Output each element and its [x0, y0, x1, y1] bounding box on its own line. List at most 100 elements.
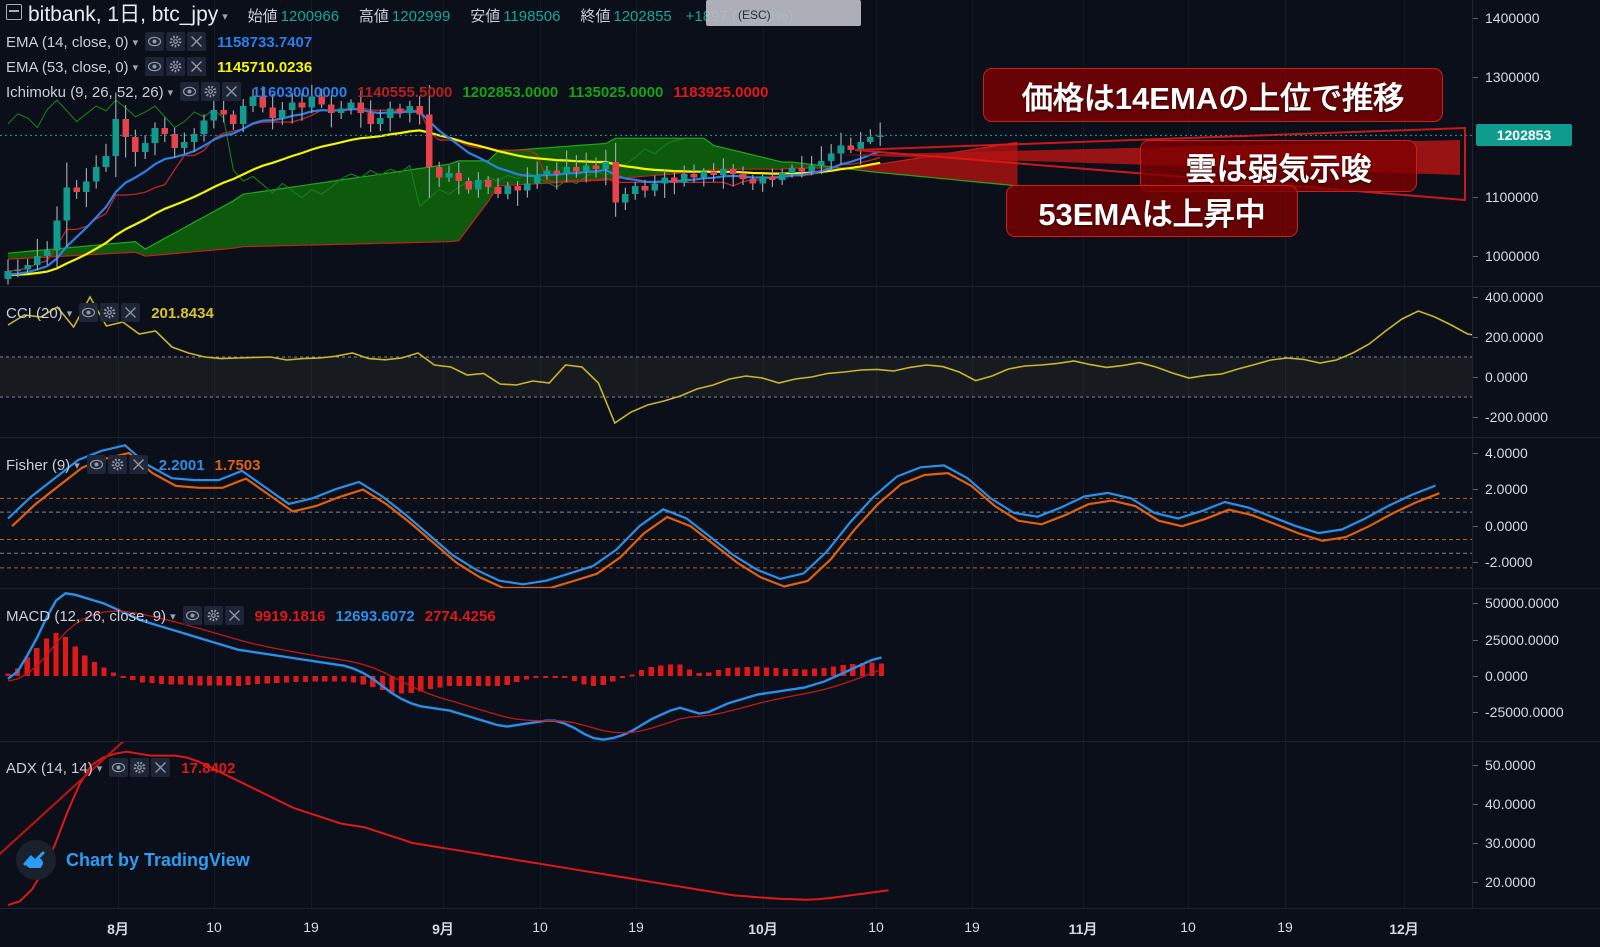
macd-histogram-bar — [523, 675, 529, 680]
price-plot[interactable] — [0, 0, 1472, 286]
chevron-down-icon[interactable]: ▾ — [167, 87, 174, 99]
legend-value: 2774.4256 — [424, 608, 496, 625]
pane-divider — [0, 286, 1600, 287]
gridline — [636, 438, 637, 588]
legend-cci[interactable]: CCI (20) ▾ 201.8434 — [6, 303, 214, 324]
pane-divider — [0, 741, 1600, 742]
collapse-icon[interactable] — [6, 4, 22, 20]
symbol-header[interactable]: bitbank, 1日, btc_jpy ▾ 始値 1200966 高値 120299… — [6, 3, 793, 30]
gear-icon[interactable] — [166, 57, 186, 76]
price-pane[interactable] — [0, 0, 1600, 286]
macd-histogram-bar — [533, 675, 539, 679]
eye-icon[interactable] — [180, 82, 200, 101]
ichimoku-cloud — [870, 164, 881, 173]
macd-histogram-bar — [255, 675, 261, 684]
chevron-down-icon[interactable]: ▾ — [66, 308, 73, 320]
macd-histogram-bar — [859, 663, 865, 676]
chevron-down-icon[interactable]: ▾ — [96, 763, 103, 775]
legend-ema-53[interactable]: EMA (53, close, 0) ▾ 1145710.0236 — [6, 57, 312, 78]
fisher-plot[interactable] — [0, 438, 1472, 588]
candle-body — [102, 156, 110, 167]
price-axis-label: -25000.0000 — [1485, 704, 1564, 721]
annotation-53ema-rising[interactable]: 53EMAは上昇中 — [1006, 185, 1298, 237]
time-axis[interactable]: 8月 10 19 9月 10 19 10月 10 19 11月 10 19 12月 — [0, 908, 1600, 947]
esc-tooltip: (ESC) — [706, 0, 861, 26]
gear-icon[interactable] — [166, 32, 186, 51]
close-icon[interactable] — [128, 455, 148, 474]
adx-plot[interactable] — [0, 742, 1472, 909]
eye-icon[interactable] — [145, 32, 165, 51]
axis-tick — [1473, 804, 1478, 806]
gear-icon[interactable] — [130, 758, 150, 777]
ichimoku-cloud — [478, 160, 489, 215]
legend-ichimoku[interactable]: Ichimoku (9, 26, 52, 26) ▾ 1160300.0000 114… — [6, 82, 769, 103]
macd-histogram-bar — [687, 669, 693, 676]
legend-macd[interactable]: MACD (12, 26, close, 9) ▾ 9919.1816 12693.6… — [6, 606, 496, 627]
macd-histogram-bar — [552, 675, 558, 679]
symbol-title[interactable]: bitbank, 1日, btc_jpy — [28, 3, 219, 26]
macd-histogram-bar — [456, 675, 462, 687]
cci-pane[interactable] — [0, 287, 1600, 437]
macd-histogram-bar — [207, 675, 213, 686]
price-axis[interactable]: 1000000 1100000 1300000 1400000 1202853 -200.… — [1472, 0, 1600, 909]
close-icon[interactable] — [187, 32, 207, 51]
cci-plot[interactable] — [0, 287, 1472, 437]
candle-body — [563, 166, 570, 174]
close-icon[interactable] — [121, 303, 141, 322]
chevron-down-icon[interactable]: ▾ — [170, 611, 176, 623]
gear-icon[interactable] — [107, 455, 127, 474]
price-axis-label: 25000.0000 — [1485, 631, 1559, 648]
adx-pane[interactable] — [0, 742, 1600, 909]
macd-histogram-bar — [427, 675, 433, 690]
gear-icon[interactable] — [203, 606, 223, 625]
annotation-cloud-bearish[interactable]: 雲は弱気示唆 — [1140, 140, 1417, 192]
chevron-down-icon[interactable]: ▾ — [132, 62, 139, 74]
macd-histogram-bar — [696, 673, 702, 676]
annotation-price-above-14ema[interactable]: 価格は14EMAの上位で推移 — [983, 68, 1443, 122]
trendline-drawing[interactable] — [0, 742, 320, 872]
legend-fisher[interactable]: Fisher (9) ▾ 2.2001 1.7503 — [6, 455, 261, 476]
axis-tick — [1473, 377, 1478, 378]
gridline — [1188, 742, 1189, 909]
close-icon[interactable] — [187, 57, 207, 76]
gear-icon[interactable] — [100, 303, 120, 322]
candle-body — [43, 250, 51, 257]
ichimoku-cloud — [66, 246, 77, 256]
candle-body — [602, 162, 610, 170]
tradingview-branding[interactable]: Chart by TradingView — [16, 840, 250, 880]
chevron-down-icon[interactable]: ▾ — [74, 460, 80, 472]
gridline — [876, 742, 877, 909]
eye-icon[interactable] — [79, 303, 99, 322]
fisher-pane[interactable] — [0, 438, 1600, 588]
price-axis-label: 0.0000 — [1485, 517, 1528, 534]
eye-icon[interactable] — [182, 606, 202, 625]
candle-body — [141, 143, 149, 152]
close-icon[interactable] — [224, 606, 244, 625]
chevron-down-icon[interactable]: ▾ — [132, 37, 139, 49]
eye-icon[interactable] — [109, 758, 129, 777]
close-icon[interactable] — [222, 82, 242, 101]
macd-plot[interactable] — [0, 589, 1472, 741]
macd-histogram-bar — [24, 657, 30, 676]
macd-histogram-bar — [514, 675, 520, 682]
macd-pane[interactable] — [0, 589, 1600, 741]
macd-histogram-bar — [408, 675, 414, 693]
candle-body — [622, 194, 629, 203]
gear-icon[interactable] — [201, 82, 221, 101]
ichimoku-cloud — [899, 159, 910, 176]
time-axis-label: 10月 — [748, 921, 778, 937]
axis-tick — [1473, 452, 1478, 454]
chevron-down-icon[interactable]: ▾ — [222, 11, 228, 23]
legend-ema-14[interactable]: EMA (14, close, 0) ▾ 1158733.7407 — [6, 32, 312, 53]
legend-value: 1183925.0000 — [673, 84, 769, 101]
eye-icon[interactable] — [145, 57, 165, 76]
last-price-badge[interactable]: 1202853 — [1476, 124, 1572, 147]
gridline — [118, 287, 119, 437]
eye-icon[interactable] — [86, 455, 106, 474]
axis-divider — [1473, 437, 1600, 438]
candle-body — [700, 171, 708, 178]
close-icon[interactable] — [151, 758, 171, 777]
legend-adx[interactable]: ADX (14, 14) ▾ 17.8402 — [6, 758, 235, 779]
axis-divider — [1473, 286, 1600, 287]
